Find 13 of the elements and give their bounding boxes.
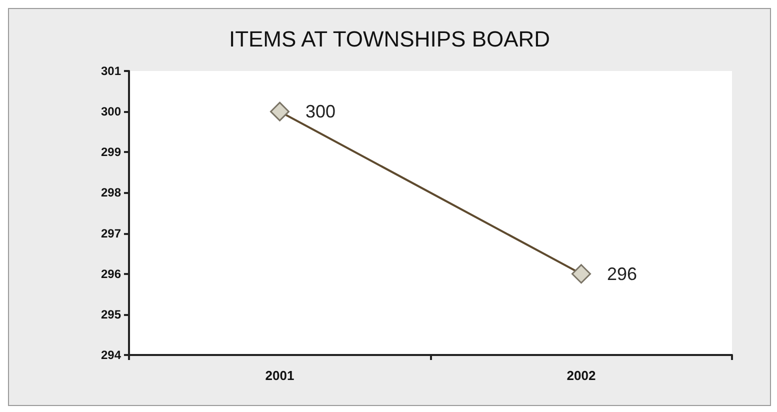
y-tick-label: 296 — [100, 266, 122, 281]
y-tick-label: 300 — [100, 104, 122, 119]
data-label: 296 — [607, 264, 638, 284]
y-tick-label: 301 — [100, 64, 122, 78]
y-tick-label: 298 — [100, 186, 122, 200]
data-label: 300 — [306, 102, 336, 122]
y-tick-label: 295 — [100, 307, 122, 322]
y-tick-label: 297 — [100, 226, 122, 240]
y-tick-label: 299 — [100, 145, 122, 160]
x-tick-label: 2001 — [265, 368, 294, 383]
y-tick-label: 294 — [100, 348, 122, 362]
x-tick-label: 2002 — [566, 368, 596, 383]
chart-title: ITEMS AT TOWNSHIPS BOARD — [228, 26, 550, 52]
